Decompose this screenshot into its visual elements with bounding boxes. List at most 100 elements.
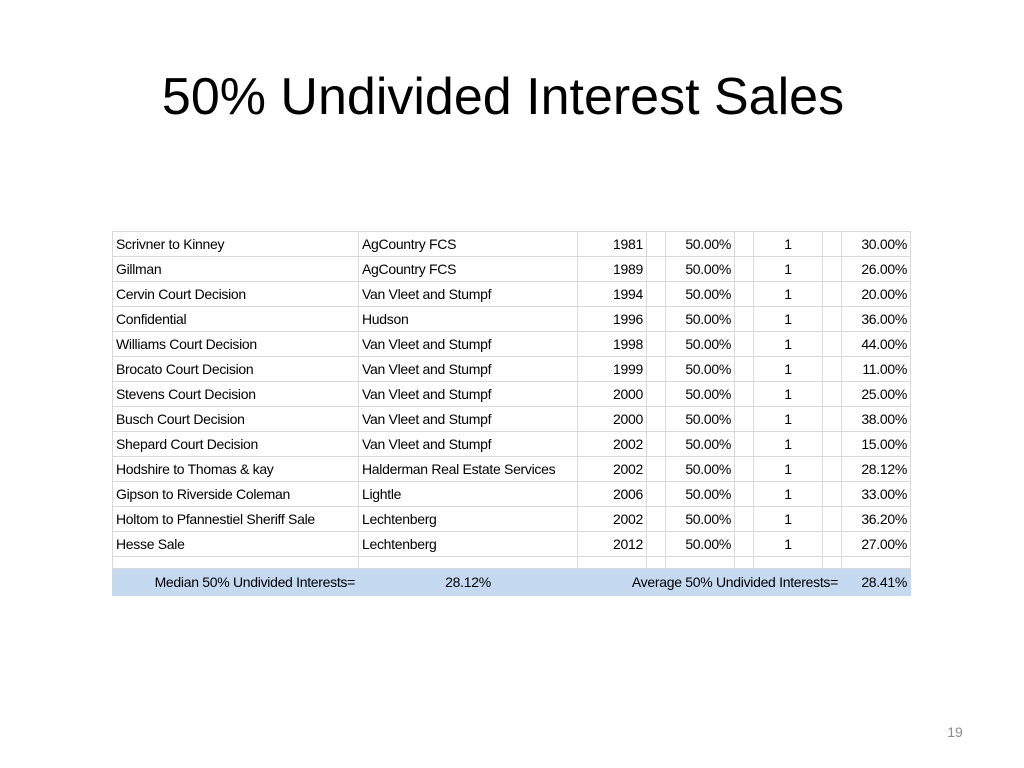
cell-count: 1 [753,331,823,357]
cell-count: 1 [753,481,823,507]
cell-source: Lechtenberg [358,506,578,532]
cell-name: Holtom to Pfannestiel Sheriff Sale [112,506,359,532]
cell-source: Halderman Real Estate Services [358,456,578,482]
cell-count: 1 [753,256,823,282]
sales-table-body: Scrivner to Kinney AgCountry FCS 1981 50.00… [112,231,911,596]
sales-table-container: Scrivner to Kinney AgCountry FCS 1981 50.00… [112,231,911,596]
cell-count: 1 [753,431,823,457]
table-row: Hodshire to Thomas & kay Halderman Real E… [112,456,911,482]
cell-discount: 36.20% [841,506,911,532]
cell-spacer [734,256,754,282]
table-row: Williams Court Decision Van Vleet and Stu… [112,331,911,357]
cell-name: Confidential [112,306,359,332]
cell-year: 1989 [577,256,647,282]
cell-name: Scrivner to Kinney [112,231,359,257]
cell-interest: 50.00% [665,281,735,307]
median-value: 28.12% [358,568,578,596]
cell-interest: 50.00% [665,456,735,482]
cell-year: 1996 [577,306,647,332]
cell-spacer [822,256,842,282]
cell-spacer [646,331,666,357]
average-label: Average 50% Undivided Interests= [577,568,842,596]
cell-spacer [734,356,754,382]
cell-spacer [822,456,842,482]
cell-source: Lightle [358,481,578,507]
cell-year: 2006 [577,481,647,507]
summary-row: Median 50% Undivided Interests= 28.12% A… [112,568,911,596]
cell-spacer [646,506,666,532]
cell-spacer [646,456,666,482]
cell-interest: 50.00% [665,356,735,382]
cell-source: Van Vleet and Stumpf [358,331,578,357]
cell-spacer [822,531,842,557]
cell-count: 1 [753,281,823,307]
cell-discount: 38.00% [841,406,911,432]
cell-spacer [734,431,754,457]
cell-count: 1 [753,306,823,332]
cell-year: 1998 [577,331,647,357]
cell-spacer [734,381,754,407]
table-row: Cervin Court Decision Van Vleet and Stump… [112,281,911,307]
cell-discount: 15.00% [841,431,911,457]
table-row: Gipson to Riverside Coleman Lightle 2006 50… [112,481,911,507]
cell-name: Gipson to Riverside Coleman [112,481,359,507]
cell-discount: 20.00% [841,281,911,307]
cell-year: 2002 [577,506,647,532]
cell-year: 2012 [577,531,647,557]
cell-name: Williams Court Decision [112,331,359,357]
cell-count: 1 [753,231,823,257]
cell-count: 1 [753,406,823,432]
table-row: Holtom to Pfannestiel Sheriff Sale Lechte… [112,506,911,532]
cell-interest: 50.00% [665,431,735,457]
cell-year: 2000 [577,381,647,407]
slide-title: 50% Undivided Interest Sales [161,68,845,126]
cell-discount: 30.00% [841,231,911,257]
cell-spacer [646,481,666,507]
cell-year: 2002 [577,456,647,482]
cell-interest: 50.00% [665,406,735,432]
cell-source: Van Vleet and Stumpf [358,406,578,432]
cell-source: AgCountry FCS [358,256,578,282]
table-row: Gillman AgCountry FCS 1989 50.00% 1 26.00% [112,256,911,282]
cell-discount: 33.00% [841,481,911,507]
cell-interest: 50.00% [665,506,735,532]
cell-spacer [822,381,842,407]
cell-spacer [822,331,842,357]
cell-spacer [734,531,754,557]
cell-interest: 50.00% [665,256,735,282]
cell-discount: 27.00% [841,531,911,557]
cell-spacer [646,431,666,457]
cell-discount: 26.00% [841,256,911,282]
cell-spacer [646,406,666,432]
cell-spacer [646,281,666,307]
cell-discount: 28.12% [841,456,911,482]
cell-spacer [734,456,754,482]
cell-spacer [822,231,842,257]
cell-spacer [822,306,842,332]
cell-source: Hudson [358,306,578,332]
table-row: Shepard Court Decision Van Vleet and Stum… [112,431,911,457]
cell-year: 2000 [577,406,647,432]
cell-spacer [822,281,842,307]
cell-spacer [646,306,666,332]
cell-source: Van Vleet and Stumpf [358,381,578,407]
cell-spacer [822,506,842,532]
table-row: Hesse Sale Lechtenberg 2012 50.00% 1 27.00% [112,531,911,557]
cell-spacer [646,356,666,382]
average-value: 28.41% [841,568,911,596]
cell-source: AgCountry FCS [358,231,578,257]
cell-spacer [734,406,754,432]
cell-spacer [646,381,666,407]
cell-interest: 50.00% [665,331,735,357]
cell-source: Van Vleet and Stumpf [358,281,578,307]
cell-spacer [822,356,842,382]
page-number: 19 [947,724,963,740]
cell-source: Lechtenberg [358,531,578,557]
cell-spacer [646,256,666,282]
cell-discount: 25.00% [841,381,911,407]
cell-discount: 36.00% [841,306,911,332]
cell-name: Busch Court Decision [112,406,359,432]
table-row: Brocato Court Decision Van Vleet and Stum… [112,356,911,382]
cell-source: Van Vleet and Stumpf [358,356,578,382]
cell-spacer [822,481,842,507]
